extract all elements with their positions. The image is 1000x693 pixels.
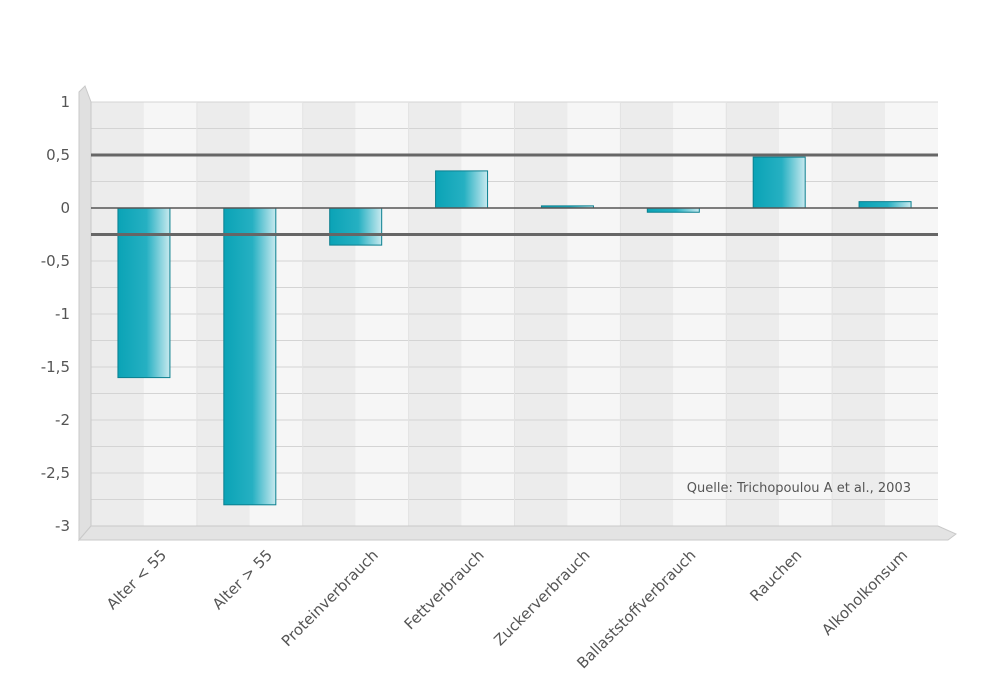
y-tick-label: 0,5 — [46, 146, 70, 164]
source-annotation: Quelle: Trichopoulou A et al., 2003 — [687, 481, 911, 496]
bar-fettverbrauch — [435, 170, 489, 209]
x-tick-label: Alter < 55 — [103, 546, 170, 613]
x-tick-label: Ballaststoffverbrauch — [573, 546, 699, 672]
x-tick-label: Alter > 55 — [209, 546, 276, 613]
x-axis-floor — [77, 525, 957, 541]
x-tick-label: Rauchen — [746, 546, 805, 605]
x-tick-label: Alkoholkonsum — [818, 546, 911, 639]
y-tick-label: -3 — [55, 517, 70, 535]
bar-rauchen — [752, 156, 806, 209]
bars — [117, 156, 912, 506]
reference-lines — [91, 153, 938, 236]
bar-alkoholkonsum — [858, 201, 912, 209]
y-tick-label: -1 — [55, 305, 70, 323]
y-tick-label: -2,5 — [41, 464, 70, 482]
y-tick-labels: 1 0,5 0 -0,5 -1 -1,5 -2 -2,5 -3 — [41, 93, 70, 535]
x-tick-label: Proteinverbrauch — [278, 546, 382, 650]
y-tick-label: -2 — [55, 411, 70, 429]
y-axis-wall — [78, 85, 92, 542]
bar-proteinverbrauch — [329, 207, 383, 246]
bar-alter-55 — [223, 207, 277, 506]
axes-3d — [77, 85, 957, 542]
x-tick-labels: Alter < 55 Alter > 55 Proteinverbrauch Fett… — [103, 546, 911, 672]
bar-alter-55 — [117, 207, 171, 379]
y-tick-label: 1 — [60, 93, 70, 111]
x-tick-label: Zuckerverbrauch — [490, 546, 593, 649]
x-tick-label: Fettverbrauch — [401, 546, 488, 633]
y-tick-label: -0,5 — [41, 252, 70, 270]
y-tick-label: -1,5 — [41, 358, 70, 376]
y-tick-label: 0 — [60, 199, 70, 217]
